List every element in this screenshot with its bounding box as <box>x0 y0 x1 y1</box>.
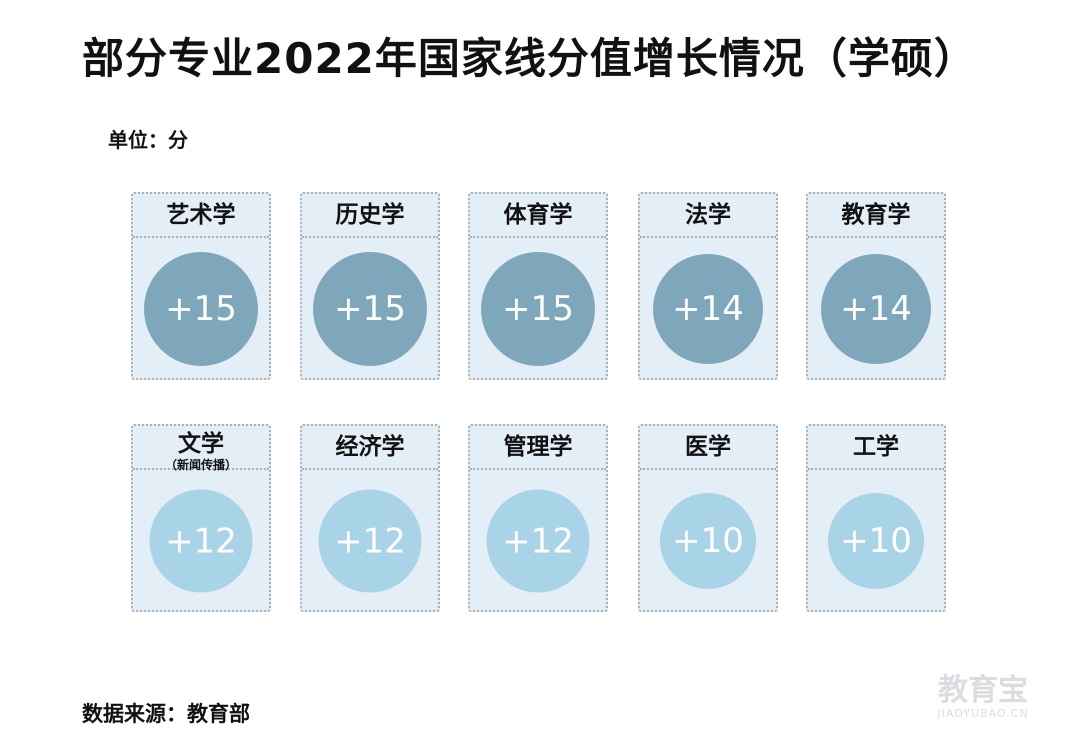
category-header: 工学 <box>808 426 944 470</box>
value-label: +15 <box>502 289 574 329</box>
category-label: 法学 <box>685 202 731 228</box>
category-label: 艺术学 <box>166 202 236 228</box>
value-label: +12 <box>165 521 237 561</box>
value-circle: +14 <box>653 254 763 364</box>
category-card: 法学 +14 <box>638 192 778 380</box>
category-header: 教育学 <box>808 194 944 238</box>
value-label: +14 <box>840 289 912 329</box>
category-label: 文学 <box>178 431 224 457</box>
value-circle: +15 <box>313 252 427 366</box>
category-label: 体育学 <box>503 202 573 228</box>
value-label: +12 <box>334 521 406 561</box>
category-sublabel: （新闻传播） <box>164 458 237 472</box>
category-header: 经济学 <box>302 426 438 470</box>
value-circle: +10 <box>660 493 756 589</box>
category-card: 管理学 +12 <box>468 424 608 612</box>
category-card: 医学 +10 <box>638 424 778 612</box>
category-card: 艺术学 +15 <box>131 192 271 380</box>
category-card: 工学 +10 <box>806 424 946 612</box>
category-label: 教育学 <box>841 202 911 228</box>
watermark-main: 教育宝 <box>938 673 1028 708</box>
value-circle: +15 <box>144 252 258 366</box>
category-card: 经济学 +12 <box>300 424 440 612</box>
category-label: 工学 <box>853 434 899 460</box>
category-card: 文学 （新闻传播） +12 <box>131 424 271 612</box>
category-header: 医学 <box>640 426 776 470</box>
value-circle: +15 <box>481 252 595 366</box>
watermark-logo: 教育宝 JIAOYUBAO.CN <box>918 676 1048 721</box>
category-label: 医学 <box>685 434 731 460</box>
category-header: 文学 （新闻传播） <box>133 426 269 472</box>
category-header: 历史学 <box>302 194 438 238</box>
data-source: 数据来源：教育部 <box>82 702 250 726</box>
watermark-sub: JIAOYUBAO.CN <box>937 707 1029 720</box>
value-circle: +12 <box>486 489 590 593</box>
value-circle: +14 <box>821 254 931 364</box>
value-label: +12 <box>502 521 574 561</box>
category-card: 体育学 +15 <box>468 192 608 380</box>
chart-title: 部分专业2022年国家线分值增长情况（学硕） <box>82 34 977 83</box>
category-header: 体育学 <box>470 194 606 238</box>
value-circle: +12 <box>149 489 253 593</box>
category-label: 管理学 <box>503 434 573 460</box>
category-card: 历史学 +15 <box>300 192 440 380</box>
category-header: 法学 <box>640 194 776 238</box>
value-label: +15 <box>334 289 406 329</box>
category-label: 历史学 <box>335 202 405 228</box>
category-label: 经济学 <box>335 434 405 460</box>
value-circle: +10 <box>828 493 924 589</box>
category-header: 艺术学 <box>133 194 269 238</box>
category-card: 教育学 +14 <box>806 192 946 380</box>
value-label: +15 <box>165 289 237 329</box>
value-label: +10 <box>672 521 744 561</box>
value-label: +10 <box>840 521 912 561</box>
category-header: 管理学 <box>470 426 606 470</box>
unit-label: 单位：分 <box>108 128 188 152</box>
value-circle: +12 <box>318 489 422 593</box>
value-label: +14 <box>672 289 744 329</box>
